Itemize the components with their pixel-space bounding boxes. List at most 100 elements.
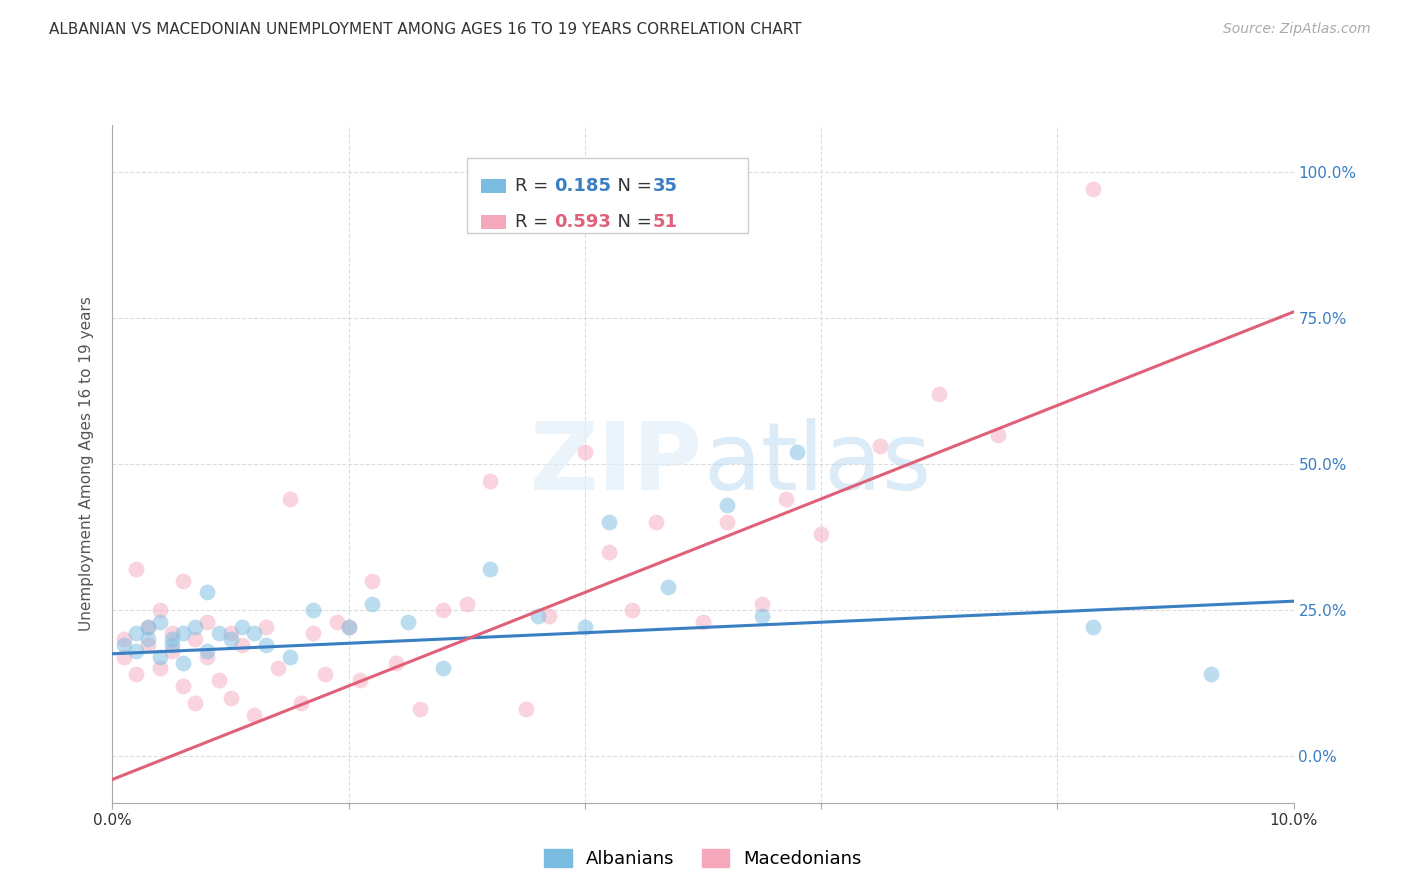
Point xyxy=(302,603,325,617)
Point xyxy=(361,597,384,611)
Point xyxy=(208,626,231,640)
Point xyxy=(184,697,207,711)
Point xyxy=(751,597,773,611)
Point xyxy=(526,608,548,623)
Point xyxy=(125,644,148,658)
Point xyxy=(136,620,159,634)
Point xyxy=(337,620,360,634)
Point xyxy=(692,615,714,629)
Point xyxy=(751,608,773,623)
Point xyxy=(290,697,312,711)
Point xyxy=(125,626,148,640)
Point xyxy=(716,498,738,512)
Point xyxy=(195,585,218,599)
Point xyxy=(456,597,478,611)
Y-axis label: Unemployment Among Ages 16 to 19 years: Unemployment Among Ages 16 to 19 years xyxy=(79,296,94,632)
Point xyxy=(160,638,183,652)
Point xyxy=(243,626,266,640)
Point xyxy=(326,615,349,629)
Point xyxy=(598,544,620,558)
Point xyxy=(160,626,183,640)
Point xyxy=(112,632,135,647)
Point xyxy=(278,491,301,506)
Text: 0.185: 0.185 xyxy=(554,178,612,195)
Point xyxy=(786,445,808,459)
Point xyxy=(195,649,218,664)
Point xyxy=(172,626,194,640)
Point xyxy=(160,632,183,647)
Point xyxy=(112,649,135,664)
Point xyxy=(149,661,172,675)
Point xyxy=(349,673,371,687)
Point xyxy=(432,661,454,675)
Text: ZIP: ZIP xyxy=(530,417,703,510)
Point xyxy=(243,708,266,723)
Point xyxy=(172,656,194,670)
Point xyxy=(112,638,135,652)
Text: N =: N = xyxy=(606,178,658,195)
Point xyxy=(314,667,336,681)
Point xyxy=(337,620,360,634)
Point xyxy=(479,562,502,576)
Point xyxy=(574,620,596,634)
Point xyxy=(361,574,384,588)
Point xyxy=(160,644,183,658)
Point xyxy=(775,491,797,506)
Point xyxy=(432,603,454,617)
Text: Source: ZipAtlas.com: Source: ZipAtlas.com xyxy=(1223,22,1371,37)
Text: 51: 51 xyxy=(652,213,678,231)
Point xyxy=(716,516,738,530)
Point xyxy=(195,644,218,658)
Point xyxy=(598,516,620,530)
Point xyxy=(219,626,242,640)
Point xyxy=(149,603,172,617)
Point xyxy=(231,638,253,652)
Point xyxy=(172,574,194,588)
Point xyxy=(136,620,159,634)
Point xyxy=(302,626,325,640)
Point xyxy=(396,615,419,629)
Point xyxy=(219,632,242,647)
Point xyxy=(1081,620,1104,634)
Point xyxy=(184,620,207,634)
Point xyxy=(195,615,218,629)
Point xyxy=(254,620,277,634)
Point xyxy=(136,638,159,652)
Point xyxy=(254,638,277,652)
Point xyxy=(219,690,242,705)
Point xyxy=(869,439,891,453)
Point xyxy=(136,632,159,647)
Point xyxy=(149,615,172,629)
Point xyxy=(515,702,537,716)
Text: atlas: atlas xyxy=(703,417,931,510)
Text: 35: 35 xyxy=(652,178,678,195)
Text: R =: R = xyxy=(515,213,554,231)
Point xyxy=(928,386,950,401)
Point xyxy=(149,649,172,664)
Text: N =: N = xyxy=(606,213,658,231)
Point xyxy=(172,679,194,693)
Point xyxy=(538,608,561,623)
Point xyxy=(208,673,231,687)
Point xyxy=(231,620,253,634)
Legend: Albanians, Macedonians: Albanians, Macedonians xyxy=(537,841,869,875)
Point xyxy=(408,702,430,716)
Point xyxy=(267,661,290,675)
Point xyxy=(657,580,679,594)
Point xyxy=(125,667,148,681)
Point xyxy=(1199,667,1222,681)
Point xyxy=(621,603,644,617)
Point xyxy=(574,445,596,459)
Point xyxy=(1081,182,1104,196)
Point xyxy=(810,527,832,541)
Text: R =: R = xyxy=(515,178,554,195)
Text: 0.593: 0.593 xyxy=(554,213,610,231)
Text: ALBANIAN VS MACEDONIAN UNEMPLOYMENT AMONG AGES 16 TO 19 YEARS CORRELATION CHART: ALBANIAN VS MACEDONIAN UNEMPLOYMENT AMON… xyxy=(49,22,801,37)
Point xyxy=(479,475,502,489)
Point xyxy=(987,427,1010,442)
Point xyxy=(278,649,301,664)
Point xyxy=(644,516,666,530)
Point xyxy=(125,562,148,576)
Point xyxy=(184,632,207,647)
Point xyxy=(385,656,408,670)
